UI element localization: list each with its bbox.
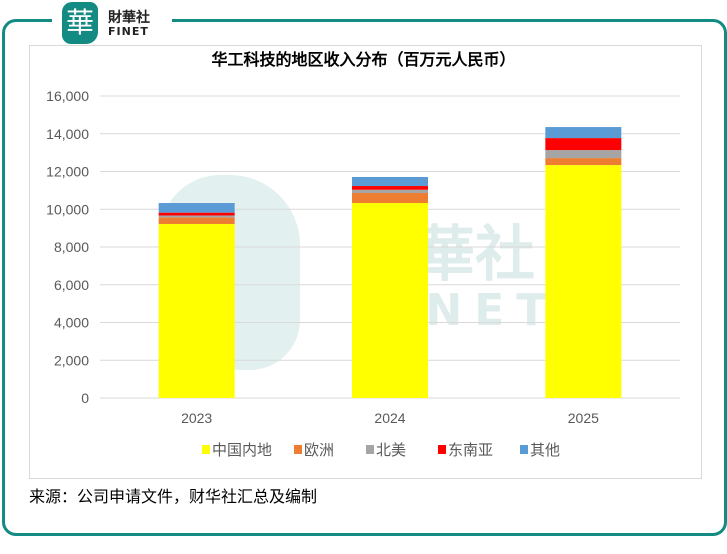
bar-segment [158, 215, 235, 218]
legend-swatch [520, 445, 528, 454]
y-tick-label: 8,000 [54, 239, 89, 255]
y-tick-label: 12,000 [46, 164, 89, 180]
bar-segment [352, 186, 428, 190]
finet-logo: 華 [62, 2, 98, 44]
bar-segment [352, 189, 428, 194]
y-tick-label: 14,000 [46, 126, 89, 142]
brand-name-cn: 財華社 [108, 10, 150, 26]
bar-segment [352, 176, 428, 187]
y-tick-label: 0 [81, 390, 89, 406]
legend-label: 其他 [530, 441, 560, 459]
x-tick-label: 2023 [181, 410, 212, 426]
bar-segment [352, 193, 428, 204]
legend-label: 中国内地 [212, 441, 272, 459]
legend-label: 东南亚 [448, 441, 493, 459]
y-tick-label: 6,000 [54, 277, 89, 293]
bar-segment [545, 158, 622, 166]
chart-title: 华工科技的地区收入分布（百万元人民币） [211, 50, 516, 69]
y-tick-label: 4,000 [54, 315, 89, 331]
bar-segment [545, 127, 622, 139]
brand-name-en: FINET [108, 25, 149, 38]
source-note: 来源：公司申请文件，财华社汇总及编制 [29, 487, 318, 506]
bar-segment [545, 165, 622, 398]
y-tick-label: 16,000 [46, 88, 89, 104]
legend-swatch [366, 445, 374, 454]
bar-segment [352, 203, 428, 398]
card-frame [2, 19, 727, 536]
x-tick-label: 2025 [568, 410, 599, 426]
bar-segment [158, 212, 235, 216]
bar-segment [158, 203, 235, 213]
y-tick-label: 10,000 [46, 201, 89, 217]
brand-name: 財華社 FINET [108, 11, 150, 39]
legend-swatch [202, 445, 210, 454]
bar-segment [545, 138, 622, 151]
bar-segment [158, 217, 235, 224]
legend-label: 北美 [376, 441, 406, 459]
y-tick-label: 2,000 [54, 352, 89, 368]
x-tick-label: 2024 [374, 410, 405, 426]
legend-swatch [438, 445, 446, 454]
bar-segment [158, 223, 235, 398]
logo-glyph: 華 [65, 6, 94, 39]
legend-label: 欧洲 [304, 441, 334, 459]
bar-segment [545, 150, 622, 159]
legend-swatch [294, 445, 302, 454]
